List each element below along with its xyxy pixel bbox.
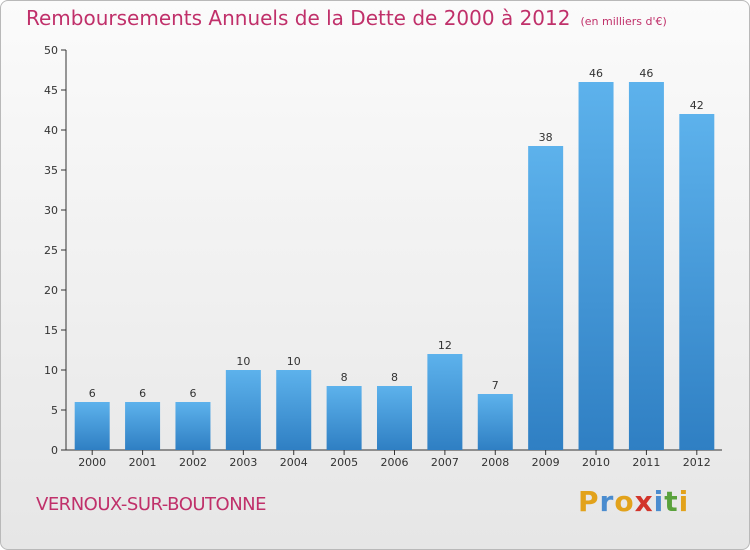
data-label: 10 — [287, 355, 301, 368]
y-tick-label: 0 — [51, 444, 58, 457]
x-tick-label: 2009 — [532, 456, 560, 469]
data-label: 8 — [341, 371, 348, 384]
title-text: Remboursements Annuels de la Dette de 20… — [26, 6, 571, 30]
x-tick-label: 2012 — [683, 456, 711, 469]
data-label: 46 — [639, 67, 653, 80]
x-tick-label: 2004 — [280, 456, 308, 469]
data-label: 8 — [391, 371, 398, 384]
bar — [628, 82, 664, 450]
x-tick-label: 2011 — [632, 456, 660, 469]
logo-letter: r — [599, 485, 615, 518]
logo-letter: x — [634, 485, 654, 518]
x-tick-label: 2005 — [330, 456, 358, 469]
x-tick-label: 2007 — [431, 456, 459, 469]
y-tick-label: 40 — [44, 124, 58, 137]
data-label: 6 — [189, 387, 196, 400]
bar — [578, 82, 614, 450]
bar — [326, 386, 362, 450]
data-label: 38 — [539, 131, 553, 144]
bar — [125, 402, 161, 450]
logo-letter: P — [578, 485, 600, 518]
data-label: 10 — [236, 355, 250, 368]
bar — [276, 370, 312, 450]
data-label: 7 — [492, 379, 499, 392]
logo-letter: o — [614, 485, 635, 518]
logo-letter: t — [664, 485, 679, 518]
y-tick-label: 20 — [44, 284, 58, 297]
chart-labels: 2000 6 2001 6 2002 6 2003 10 2004 10 2005 8 2006 8 200… — [78, 67, 711, 469]
data-label: 42 — [690, 99, 704, 112]
data-label: 6 — [89, 387, 96, 400]
x-tick-label: 2002 — [179, 456, 207, 469]
y-tick-label: 5 — [51, 404, 58, 417]
bar — [74, 402, 110, 450]
data-label: 12 — [438, 339, 452, 352]
bar — [427, 354, 463, 450]
chart-axes: 0 5 10 15 20 25 30 35 40 45 50 — [44, 44, 722, 457]
y-tick-label: 30 — [44, 204, 58, 217]
chart-bars — [74, 82, 715, 450]
data-label: 6 — [139, 387, 146, 400]
y-tick-label: 50 — [44, 44, 58, 57]
x-tick-label: 2001 — [129, 456, 157, 469]
bar — [528, 146, 564, 450]
bar — [225, 370, 261, 450]
bar — [377, 386, 412, 450]
y-tick-label: 35 — [44, 164, 58, 177]
y-tick-label: 10 — [44, 364, 58, 377]
city-name: VERNOUX-SUR-BOUTONNE — [36, 494, 267, 515]
y-tick-label: 45 — [44, 84, 58, 97]
bar — [477, 394, 513, 450]
unit-subtitle: (en milliers d'€) — [580, 15, 667, 28]
logo-letter: i — [653, 485, 665, 518]
bar — [175, 402, 211, 450]
logo-letter: i — [678, 485, 690, 518]
y-tick-label: 15 — [44, 324, 58, 337]
proxiti-logo: Proxiti — [578, 485, 689, 518]
x-tick-label: 2000 — [78, 456, 106, 469]
x-tick-label: 2010 — [582, 456, 610, 469]
y-tick-label: 25 — [44, 244, 58, 257]
bar — [679, 114, 715, 450]
chart-title: Remboursements Annuels de la Dette de 20… — [26, 6, 667, 30]
x-tick-label: 2003 — [229, 456, 257, 469]
data-label: 46 — [589, 67, 603, 80]
x-tick-label: 2006 — [381, 456, 409, 469]
x-tick-label: 2008 — [481, 456, 509, 469]
